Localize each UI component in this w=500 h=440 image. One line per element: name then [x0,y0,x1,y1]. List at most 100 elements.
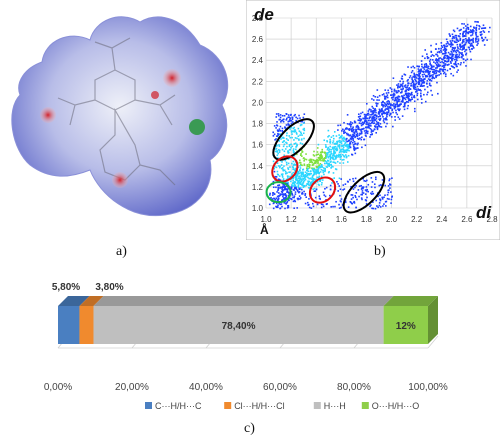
data-point [414,110,416,113]
data-point [331,157,334,159]
data-point [324,154,327,156]
data-point [382,112,384,115]
data-point [274,199,277,201]
data-point [346,123,349,125]
data-point [324,168,326,170]
data-point [279,203,281,206]
data-point [391,90,393,93]
data-point [329,145,331,148]
data-point [427,78,430,80]
data-point [287,177,289,179]
data-point [400,84,402,86]
data-point [296,143,298,146]
data-point [461,42,463,44]
data-point [343,121,345,124]
data-point [298,182,301,185]
data-point [325,166,328,168]
data-point [322,158,324,160]
data-point [294,191,297,193]
hirshfeld-surface-image [11,16,229,217]
data-point [301,175,303,178]
data-point [423,80,425,83]
data-point [324,195,327,198]
data-point [290,143,292,146]
data-point [350,185,352,188]
data-point [277,129,280,132]
data-point [330,165,333,167]
data-point [362,186,365,188]
data-point [382,115,384,118]
data-point [465,48,468,51]
data-point [393,88,396,91]
data-point [288,171,290,174]
data-point [281,129,284,132]
data-point [295,178,298,180]
data-point [281,193,284,196]
data-point [388,114,391,117]
data-point [300,163,302,166]
data-point [318,172,320,174]
data-point [434,62,437,64]
data-point [360,138,363,141]
data-point [292,166,295,169]
data-point [464,37,467,40]
data-point [330,156,333,159]
highlight-ring-black [342,170,386,214]
data-point [294,129,296,131]
data-point [313,167,315,170]
data-point [359,133,362,135]
data-point [356,143,359,146]
data-point [402,105,405,108]
data-point [462,27,465,29]
data-point [339,154,341,157]
data-point [280,167,283,170]
data-point [484,27,487,29]
y-tick-label: 2.2 [252,77,264,86]
data-point [278,178,281,181]
data-point [359,115,362,118]
data-point [391,177,393,180]
data-point [342,146,345,149]
bar-x-tick-label: 80,00% [337,382,371,393]
data-point [383,203,385,205]
data-point [390,202,392,204]
data-point [480,27,483,30]
data-point [306,172,308,174]
data-point [310,207,313,209]
data-point [355,130,357,132]
data-point [428,60,431,63]
data-point [283,201,286,204]
data-point [308,180,311,183]
data-point [446,45,449,47]
data-point [314,196,317,199]
data-point [337,190,339,192]
data-point [378,184,381,187]
data-point [466,31,469,34]
data-point [276,150,278,152]
data-point [342,150,345,153]
data-point [450,72,452,75]
data-point [286,132,288,134]
data-point [445,49,447,51]
data-point [273,193,276,195]
data-point [327,147,329,150]
data-point [301,179,303,181]
data-point [276,151,279,153]
data-point [277,184,279,187]
data-point [376,96,379,98]
data-point [281,161,283,163]
data-point [444,57,446,59]
data-point [336,160,339,163]
data-point [284,172,287,175]
data-point [463,30,466,33]
data-point [355,184,357,187]
data-point [430,66,433,68]
data-point [462,35,464,38]
data-point [407,88,410,90]
data-point [363,138,365,141]
data-point [278,144,280,146]
data-point [422,70,425,73]
data-point [384,184,387,187]
data-point [397,116,400,119]
data-point [272,160,275,163]
